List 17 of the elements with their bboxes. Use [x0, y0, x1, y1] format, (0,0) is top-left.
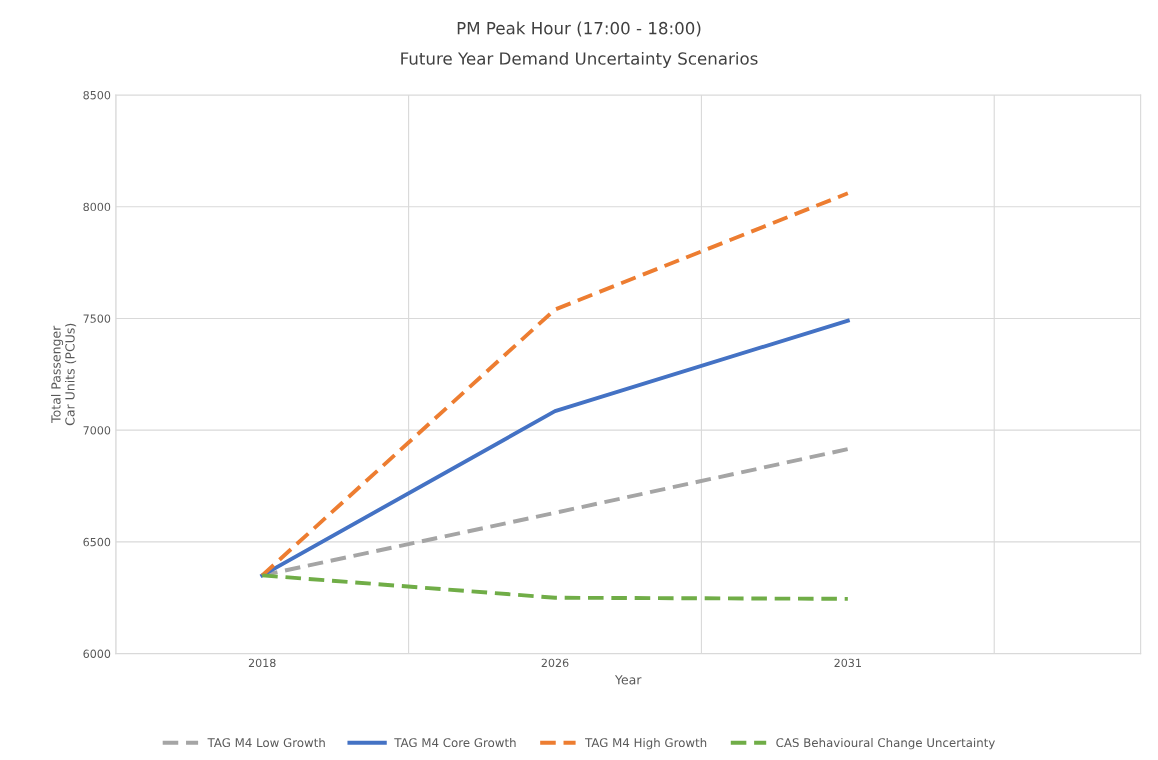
x-tick-label: 2018 — [248, 658, 276, 668]
chart-subtitle: Future Year Demand Uncertainty Scenarios — [401, 51, 758, 69]
x-axis-title: Year — [614, 675, 642, 685]
y-tick-label: 8500 — [83, 90, 111, 100]
chart-title: PM Peak Hour (17:00 - 18:00) — [457, 21, 701, 37]
y-tick-label: 7000 — [83, 426, 111, 435]
y-tick-label: 7500 — [83, 314, 111, 323]
y-tick-label: 6500 — [83, 537, 111, 547]
y-tick-label: 8000 — [83, 202, 111, 212]
legend-label: TAG M4 Core Growth — [394, 737, 516, 748]
legend-label: TAG M4 Low Growth — [207, 737, 325, 748]
y-tick-label: 6000 — [83, 649, 111, 658]
x-tick-label: 2026 — [541, 658, 569, 668]
x-tick-label: 2031 — [834, 658, 861, 668]
legend-label: TAG M4 High Growth — [585, 737, 707, 750]
legend-label: CAS Behavioural Change Uncertainty — [776, 737, 995, 750]
y-axis-title: Total Passenger Car Units (PCUs) — [51, 323, 77, 426]
